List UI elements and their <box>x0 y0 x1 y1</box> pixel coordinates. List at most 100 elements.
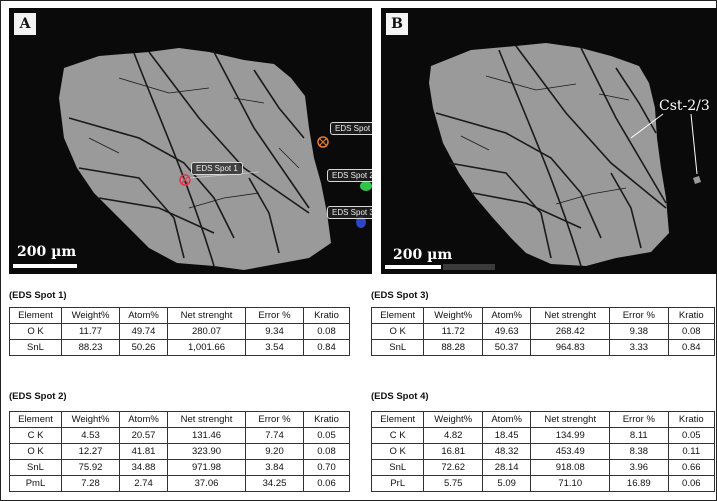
table-cell: 964.83 <box>530 339 611 356</box>
table-cell: 9.34 <box>245 323 304 340</box>
table-caption-spot-3: (EDS Spot 3) <box>371 290 429 301</box>
minor-fractures <box>88 77 300 209</box>
eds-table-spot-2: Element Weight% Atom% Net strenght Error % Kr… <box>9 411 350 492</box>
table-cell: 0.05 <box>303 427 350 444</box>
table-cell: 280.07 <box>167 323 246 340</box>
table-caption-spot-1: (EDS Spot 1) <box>9 290 67 301</box>
table-cell: 0.05 <box>667 427 716 444</box>
table-cell: 5.09 <box>481 475 532 492</box>
column-header: Weight% <box>61 411 120 428</box>
table-cell: 0.84 <box>303 339 350 356</box>
table-cell: 3.33 <box>609 339 669 356</box>
cst-annotation: Cst-2/3 <box>659 98 710 114</box>
column-header: Net strenght <box>530 411 611 428</box>
sem-crystal-image-b <box>429 43 701 267</box>
table-cell: 918.08 <box>530 459 611 476</box>
table-cell: 11.77 <box>61 323 120 340</box>
table-cell: 131.46 <box>167 427 246 444</box>
table-cell: 16.89 <box>609 475 669 492</box>
table-cell: 3.54 <box>245 339 304 356</box>
table-header-row: Element Weight% Atom% Net strenght Error % Kr… <box>370 411 716 428</box>
table-cell: O K <box>9 323 62 340</box>
table-cell: 4.82 <box>423 427 483 444</box>
table-row: O K 11.77 49.74 280.07 9.34 0.08 <box>9 323 350 340</box>
fracture-lines <box>435 45 667 267</box>
table-row: PmL 7.28 2.74 37.06 34.25 0.06 <box>9 475 350 492</box>
column-header: Kratio <box>303 411 350 428</box>
table-header-row: Element Weight% Atom% Net strenght Error % Kr… <box>370 307 716 324</box>
table-row: O K 11.72 49.63 268.42 9.38 0.08 <box>370 323 716 340</box>
table-cell: 3.96 <box>609 459 669 476</box>
table-cell: 0.08 <box>303 323 350 340</box>
panel-label-b: B <box>386 13 408 35</box>
table-cell: 8.11 <box>609 427 669 444</box>
sem-crystal-image-a <box>59 48 372 270</box>
crystal-grain <box>59 48 331 270</box>
column-header: Weight% <box>61 307 120 324</box>
column-header: Net strenght <box>167 307 246 324</box>
table-row: SnL 75.92 34.88 971.98 3.84 0.70 <box>9 459 350 476</box>
column-header: Kratio <box>667 307 716 324</box>
table-cell: 971.98 <box>167 459 246 476</box>
eds-spot-1-label: EDS Spot 1 <box>191 162 243 175</box>
column-header: Element <box>370 307 425 324</box>
column-header: Kratio <box>667 411 716 428</box>
table-cell: 323.90 <box>167 443 246 460</box>
table-row: PrL 5.75 5.09 71.10 16.89 0.06 <box>370 475 716 492</box>
column-header: Element <box>9 307 62 324</box>
table-cell: 11.72 <box>423 323 483 340</box>
table-cell: 71.10 <box>530 475 611 492</box>
table-cell: PrL <box>370 475 425 492</box>
eds-spot-4-label: EDS Spot 4 <box>330 122 372 135</box>
table-cell: 20.57 <box>119 427 168 444</box>
column-header: Atom% <box>481 411 532 428</box>
table-cell: 0.08 <box>667 323 716 340</box>
panel-label-a: A <box>14 13 36 35</box>
small-grain-fragment <box>693 176 701 184</box>
table-cell: 49.63 <box>481 323 532 340</box>
table-cell: 0.66 <box>667 459 716 476</box>
table-cell: SnL <box>9 339 62 356</box>
table-cell: 8.38 <box>609 443 669 460</box>
table-cell: 7.28 <box>61 475 120 492</box>
eds-spot-3-marker <box>356 216 366 228</box>
column-header: Error % <box>609 411 669 428</box>
table-caption-spot-2: (EDS Spot 2) <box>9 391 67 402</box>
column-header: Weight% <box>423 307 483 324</box>
table-cell: 37.06 <box>167 475 246 492</box>
table-cell: 0.70 <box>303 459 350 476</box>
table-cell: O K <box>370 443 425 460</box>
table-header-row: Element Weight% Atom% Net strenght Error % Kr… <box>9 411 350 428</box>
table-cell: 9.20 <box>245 443 304 460</box>
table-cell: O K <box>9 443 62 460</box>
column-header: Atom% <box>119 307 168 324</box>
table-cell: 134.99 <box>530 427 611 444</box>
scalebar-label-a: 200 µm <box>17 244 77 260</box>
table-row: SnL 72.62 28.14 918.08 3.96 0.66 <box>370 459 716 476</box>
sem-image-panel-b: B Cst-2/3 200 µm <box>381 8 717 274</box>
table-cell: 7.74 <box>245 427 304 444</box>
table-cell: C K <box>370 427 425 444</box>
table-cell: 48.32 <box>481 443 532 460</box>
scalebar-label-b: 200 µm <box>393 247 453 263</box>
minor-fractures <box>460 75 630 205</box>
table-cell: 50.37 <box>481 339 532 356</box>
table-cell: 34.25 <box>245 475 304 492</box>
table-cell: 0.06 <box>667 475 716 492</box>
table-row: SnL 88.28 50.37 964.83 3.33 0.84 <box>370 339 716 356</box>
eds-spot-2-label: EDS Spot 2 <box>327 169 372 182</box>
crystal-grain <box>429 43 669 266</box>
table-cell: 0.08 <box>303 443 350 460</box>
table-cell: 50.26 <box>119 339 168 356</box>
table-cell: 18.45 <box>481 427 532 444</box>
column-header: Element <box>9 411 62 428</box>
table-cell: 49.74 <box>119 323 168 340</box>
column-header: Kratio <box>303 307 350 324</box>
fracture-lines <box>68 51 310 267</box>
scalebar-a <box>13 264 77 268</box>
eds-spot-1-marker <box>179 174 191 186</box>
table-cell: SnL <box>370 459 425 476</box>
eds-spot-2-marker <box>360 181 372 191</box>
table-header-row: Element Weight% Atom% Net strenght Error % Kr… <box>9 307 350 324</box>
table-cell: 88.23 <box>61 339 120 356</box>
